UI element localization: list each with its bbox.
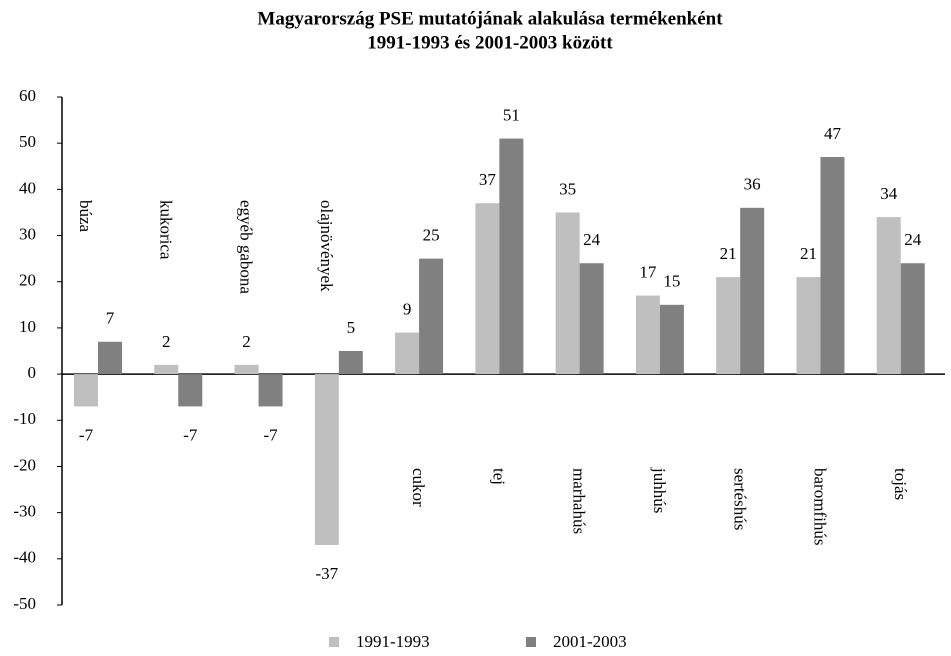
bar xyxy=(419,258,444,375)
data-label: 47 xyxy=(824,124,842,143)
legend-label: 2001-2003 xyxy=(553,632,627,651)
legend-swatch xyxy=(329,637,339,647)
category-label: baromfihús xyxy=(811,468,830,545)
bar xyxy=(499,138,524,375)
bar xyxy=(234,364,259,375)
category-label: sertéshús xyxy=(730,468,749,530)
y-tick-label: 50 xyxy=(19,132,36,151)
bar xyxy=(716,277,741,375)
y-tick-label: 0 xyxy=(28,363,37,382)
bar xyxy=(258,374,283,407)
bar xyxy=(154,364,179,375)
bar xyxy=(796,277,821,375)
data-label: 17 xyxy=(639,262,657,281)
data-label: -7 xyxy=(79,425,94,444)
category-label: búza xyxy=(76,200,95,233)
data-label: 21 xyxy=(720,244,737,263)
data-label: 7 xyxy=(106,309,115,328)
data-label: 37 xyxy=(479,170,497,189)
data-label: 35 xyxy=(559,179,576,198)
bar xyxy=(555,212,580,375)
bar xyxy=(314,374,339,545)
bar xyxy=(876,217,901,375)
data-label: 2 xyxy=(162,332,171,351)
y-tick-label: 60 xyxy=(19,86,36,105)
y-tick-label: -10 xyxy=(13,409,36,428)
y-tick-label: -30 xyxy=(13,502,36,521)
bar xyxy=(178,374,203,407)
bar xyxy=(395,332,420,375)
data-label: 51 xyxy=(503,105,520,124)
chart-title: 1991-1993 és 2001-2003 között xyxy=(367,32,613,53)
data-label: 5 xyxy=(347,318,356,337)
data-label: -7 xyxy=(183,425,198,444)
bar xyxy=(820,157,845,375)
bar xyxy=(98,341,122,375)
category-label: olajnövények xyxy=(317,200,336,292)
data-label: 21 xyxy=(800,244,817,263)
y-tick-label: 40 xyxy=(19,178,36,197)
bar xyxy=(900,263,925,375)
bar xyxy=(635,295,660,375)
data-label: 34 xyxy=(880,184,898,203)
bar xyxy=(659,304,684,375)
y-tick-label: -40 xyxy=(13,548,36,567)
data-label: 9 xyxy=(403,299,412,318)
category-label: cukor xyxy=(409,468,428,507)
data-label: 2 xyxy=(242,332,251,351)
chart-title: Magyarország PSE mutatójának alakulása t… xyxy=(257,8,723,29)
category-label: marhahús xyxy=(570,468,589,534)
data-label: 24 xyxy=(904,230,922,249)
y-tick-label: 30 xyxy=(19,224,36,243)
bar xyxy=(338,351,363,375)
category-label: juhhús xyxy=(650,467,669,513)
y-tick-label: 10 xyxy=(19,317,36,336)
data-label: 25 xyxy=(423,226,440,245)
legend-swatch xyxy=(526,637,536,647)
bar xyxy=(475,203,500,375)
bar xyxy=(740,207,765,375)
category-label: kukorica xyxy=(156,200,175,260)
legend-label: 1991-1993 xyxy=(356,632,430,651)
bar xyxy=(74,374,98,407)
bar xyxy=(579,263,604,375)
data-label: -37 xyxy=(315,564,338,583)
y-tick-label: -20 xyxy=(13,455,36,474)
category-label: tej xyxy=(489,468,508,485)
data-label: 15 xyxy=(663,272,680,291)
data-label: 24 xyxy=(583,230,601,249)
y-tick-label: 20 xyxy=(19,271,36,290)
data-label: 36 xyxy=(744,175,761,194)
category-label: egyéb gabona xyxy=(237,200,256,294)
y-tick-label: -50 xyxy=(13,594,36,613)
data-label: -7 xyxy=(263,425,278,444)
category-label: tojás xyxy=(891,468,910,500)
